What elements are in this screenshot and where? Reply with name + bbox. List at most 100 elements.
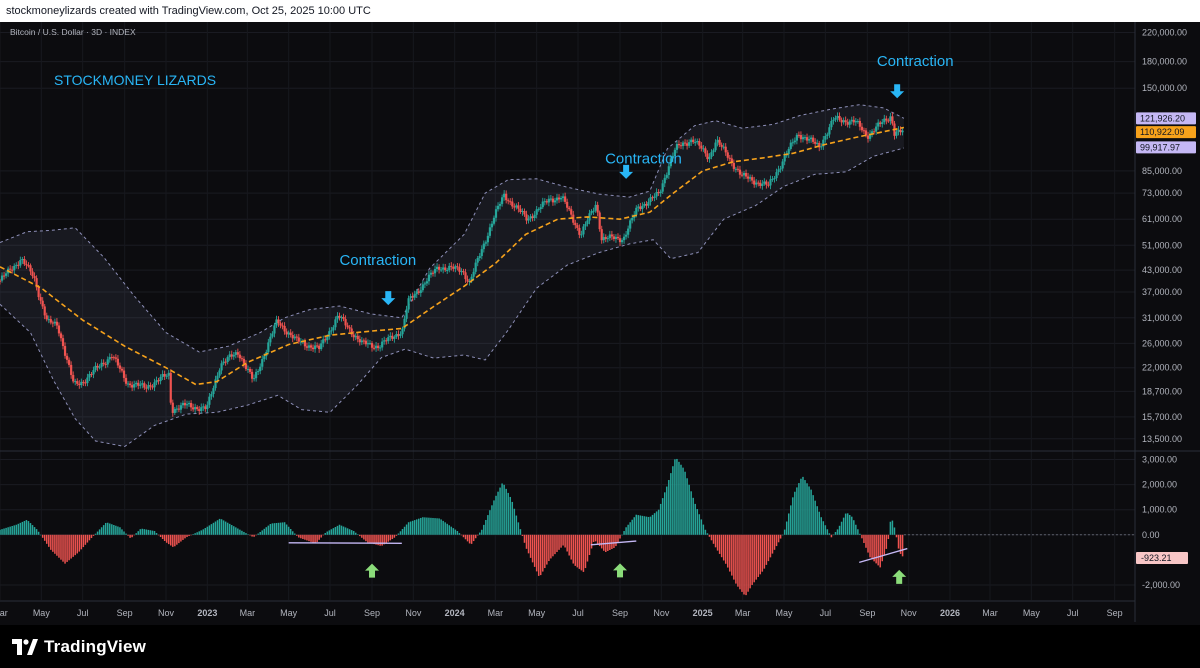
candle-body[interactable] [72,374,75,382]
histogram-bar[interactable] [474,534,477,539]
candle-body[interactable] [574,222,577,226]
candle-body[interactable] [586,220,589,225]
candle-body[interactable] [257,371,260,373]
histogram-bar[interactable] [420,517,422,535]
candle-body[interactable] [830,120,833,128]
histogram-bar[interactable] [753,534,755,583]
candle-body[interactable] [25,264,28,266]
histogram-bar[interactable] [893,527,896,535]
candle-body[interactable] [61,338,65,347]
candle-body[interactable] [15,264,18,266]
candle-body[interactable] [503,193,506,198]
histogram-bar[interactable] [131,534,133,538]
histogram-bar[interactable] [41,534,44,538]
histogram-bar[interactable] [37,531,40,535]
candle-body[interactable] [726,152,729,158]
candle-body[interactable] [269,336,272,343]
candle-body[interactable] [342,316,345,319]
histogram-bar[interactable] [836,529,839,535]
histogram-bar[interactable] [647,516,650,535]
candle-body[interactable] [116,358,120,366]
candle-body[interactable] [826,134,829,137]
histogram-bar[interactable] [558,534,560,550]
candle-body[interactable] [622,236,626,241]
candle-body[interactable] [482,243,485,250]
candle-body[interactable] [352,334,355,338]
candle-body[interactable] [879,122,882,124]
candle-body[interactable] [433,269,437,274]
candle-body[interactable] [196,407,199,410]
candle-body[interactable] [850,119,853,122]
histogram-bar[interactable] [249,534,251,536]
candle-body[interactable] [858,120,861,127]
candle-body[interactable] [533,214,536,219]
histogram-bar[interactable] [659,503,662,535]
candle-body[interactable] [523,210,526,215]
candle-body[interactable] [387,337,390,342]
histogram-bar[interactable] [7,527,9,535]
histogram-bar[interactable] [454,529,457,535]
histogram-bar[interactable] [450,526,453,535]
histogram-bar[interactable] [727,534,729,568]
histogram-bar[interactable] [507,492,509,535]
histogram-bar[interactable] [151,530,154,535]
candle-body[interactable] [671,155,674,159]
histogram-bar[interactable] [840,521,843,535]
histogram-bar[interactable] [861,534,863,539]
histogram-bar[interactable] [371,534,373,544]
candle-body[interactable] [584,224,587,227]
candle-body[interactable] [446,269,449,271]
candle-body[interactable] [708,156,711,160]
histogram-bar[interactable] [891,520,894,535]
histogram-bar[interactable] [33,527,36,535]
histogram-bar[interactable] [521,534,524,536]
histogram-bar[interactable] [511,501,514,535]
candle-body[interactable] [513,206,516,208]
candle-body[interactable] [218,370,221,376]
histogram-bar[interactable] [757,534,759,577]
histogram-bar[interactable] [318,534,320,540]
candle-body[interactable] [805,137,809,141]
histogram-bar[interactable] [344,527,347,535]
candle-body[interactable] [675,143,679,150]
histogram-bar[interactable] [92,534,95,536]
candle-body[interactable] [126,383,130,385]
candle-body[interactable] [78,383,81,386]
candle-body[interactable] [667,166,670,176]
candle-body[interactable] [889,116,892,121]
candle-body[interactable] [198,409,201,412]
histogram-bar[interactable] [537,534,540,576]
histogram-bar[interactable] [564,534,566,548]
candle-body[interactable] [576,225,579,228]
candle-body[interactable] [474,262,477,272]
candle-body[interactable] [442,267,445,270]
candle-body[interactable] [309,345,313,348]
histogram-bar[interactable] [314,534,316,544]
candle-body[interactable] [118,365,122,369]
histogram-bar[interactable] [216,520,219,535]
candle-body[interactable] [112,357,115,359]
histogram-bar[interactable] [261,530,263,535]
histogram-bar[interactable] [639,515,642,535]
candle-body[interactable] [561,196,565,198]
histogram-bar[interactable] [3,528,5,535]
histogram-bar[interactable] [39,534,42,536]
candle-body[interactable] [899,129,902,133]
histogram-bar[interactable] [174,534,176,547]
candle-body[interactable] [23,259,26,265]
histogram-bar[interactable] [361,534,363,538]
histogram-bar[interactable] [259,531,261,535]
candle-body[interactable] [728,157,731,159]
histogram-bar[interactable] [615,534,617,547]
candle-body[interactable] [665,175,668,178]
candle-body[interactable] [681,142,685,147]
candle-body[interactable] [887,120,890,122]
histogram-bar[interactable] [100,527,103,535]
histogram-bar[interactable] [387,534,390,542]
histogram-bar[interactable] [363,534,365,540]
histogram-bar[interactable] [889,521,892,535]
histogram-bar[interactable] [94,533,97,535]
candle-body[interactable] [564,196,567,202]
candle-body[interactable] [753,180,756,185]
candle-body[interactable] [55,321,59,326]
